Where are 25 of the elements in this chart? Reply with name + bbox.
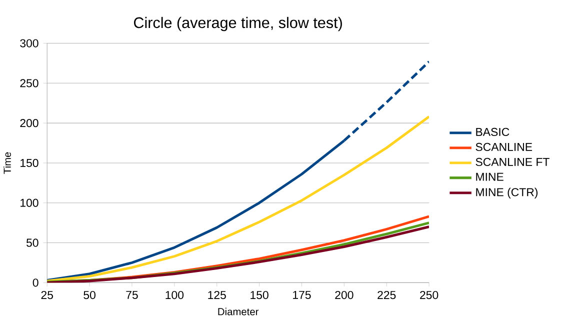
y-tick-label: 0 xyxy=(32,278,38,287)
x-tick-label: 225 xyxy=(378,290,396,300)
chart-title: Circle (average time, slow test) xyxy=(134,16,342,32)
x-tick-label: 25 xyxy=(41,290,53,300)
x-tick-label: 100 xyxy=(166,290,184,300)
legend-label: SCANLINE FT xyxy=(476,158,550,166)
x-tick-label: 150 xyxy=(250,290,268,300)
x-tick-label: 125 xyxy=(208,290,226,300)
x-tick-label: 75 xyxy=(126,290,138,299)
y-tick-label: 100 xyxy=(20,198,38,207)
legend-label: MINE (CTR) xyxy=(476,188,538,199)
x-tick-label: 175 xyxy=(293,290,311,299)
x-tick-label: 50 xyxy=(84,290,96,300)
x-axis-title: Diameter xyxy=(218,308,259,316)
legend-label: BASIC xyxy=(476,128,510,136)
y-tick-label: 250 xyxy=(20,79,38,88)
legend-label: MINE xyxy=(476,172,504,181)
y-tick-label: 200 xyxy=(20,119,38,128)
x-tick-label: 200 xyxy=(335,290,354,300)
legend-label: SCANLINE xyxy=(476,142,532,152)
y-tick-label: 150 xyxy=(20,158,38,168)
y-axis-title: Time xyxy=(3,152,11,174)
y-tick-label: 50 xyxy=(26,238,38,247)
x-tick-label: 250 xyxy=(420,290,438,300)
y-tick-label: 300 xyxy=(20,39,38,48)
